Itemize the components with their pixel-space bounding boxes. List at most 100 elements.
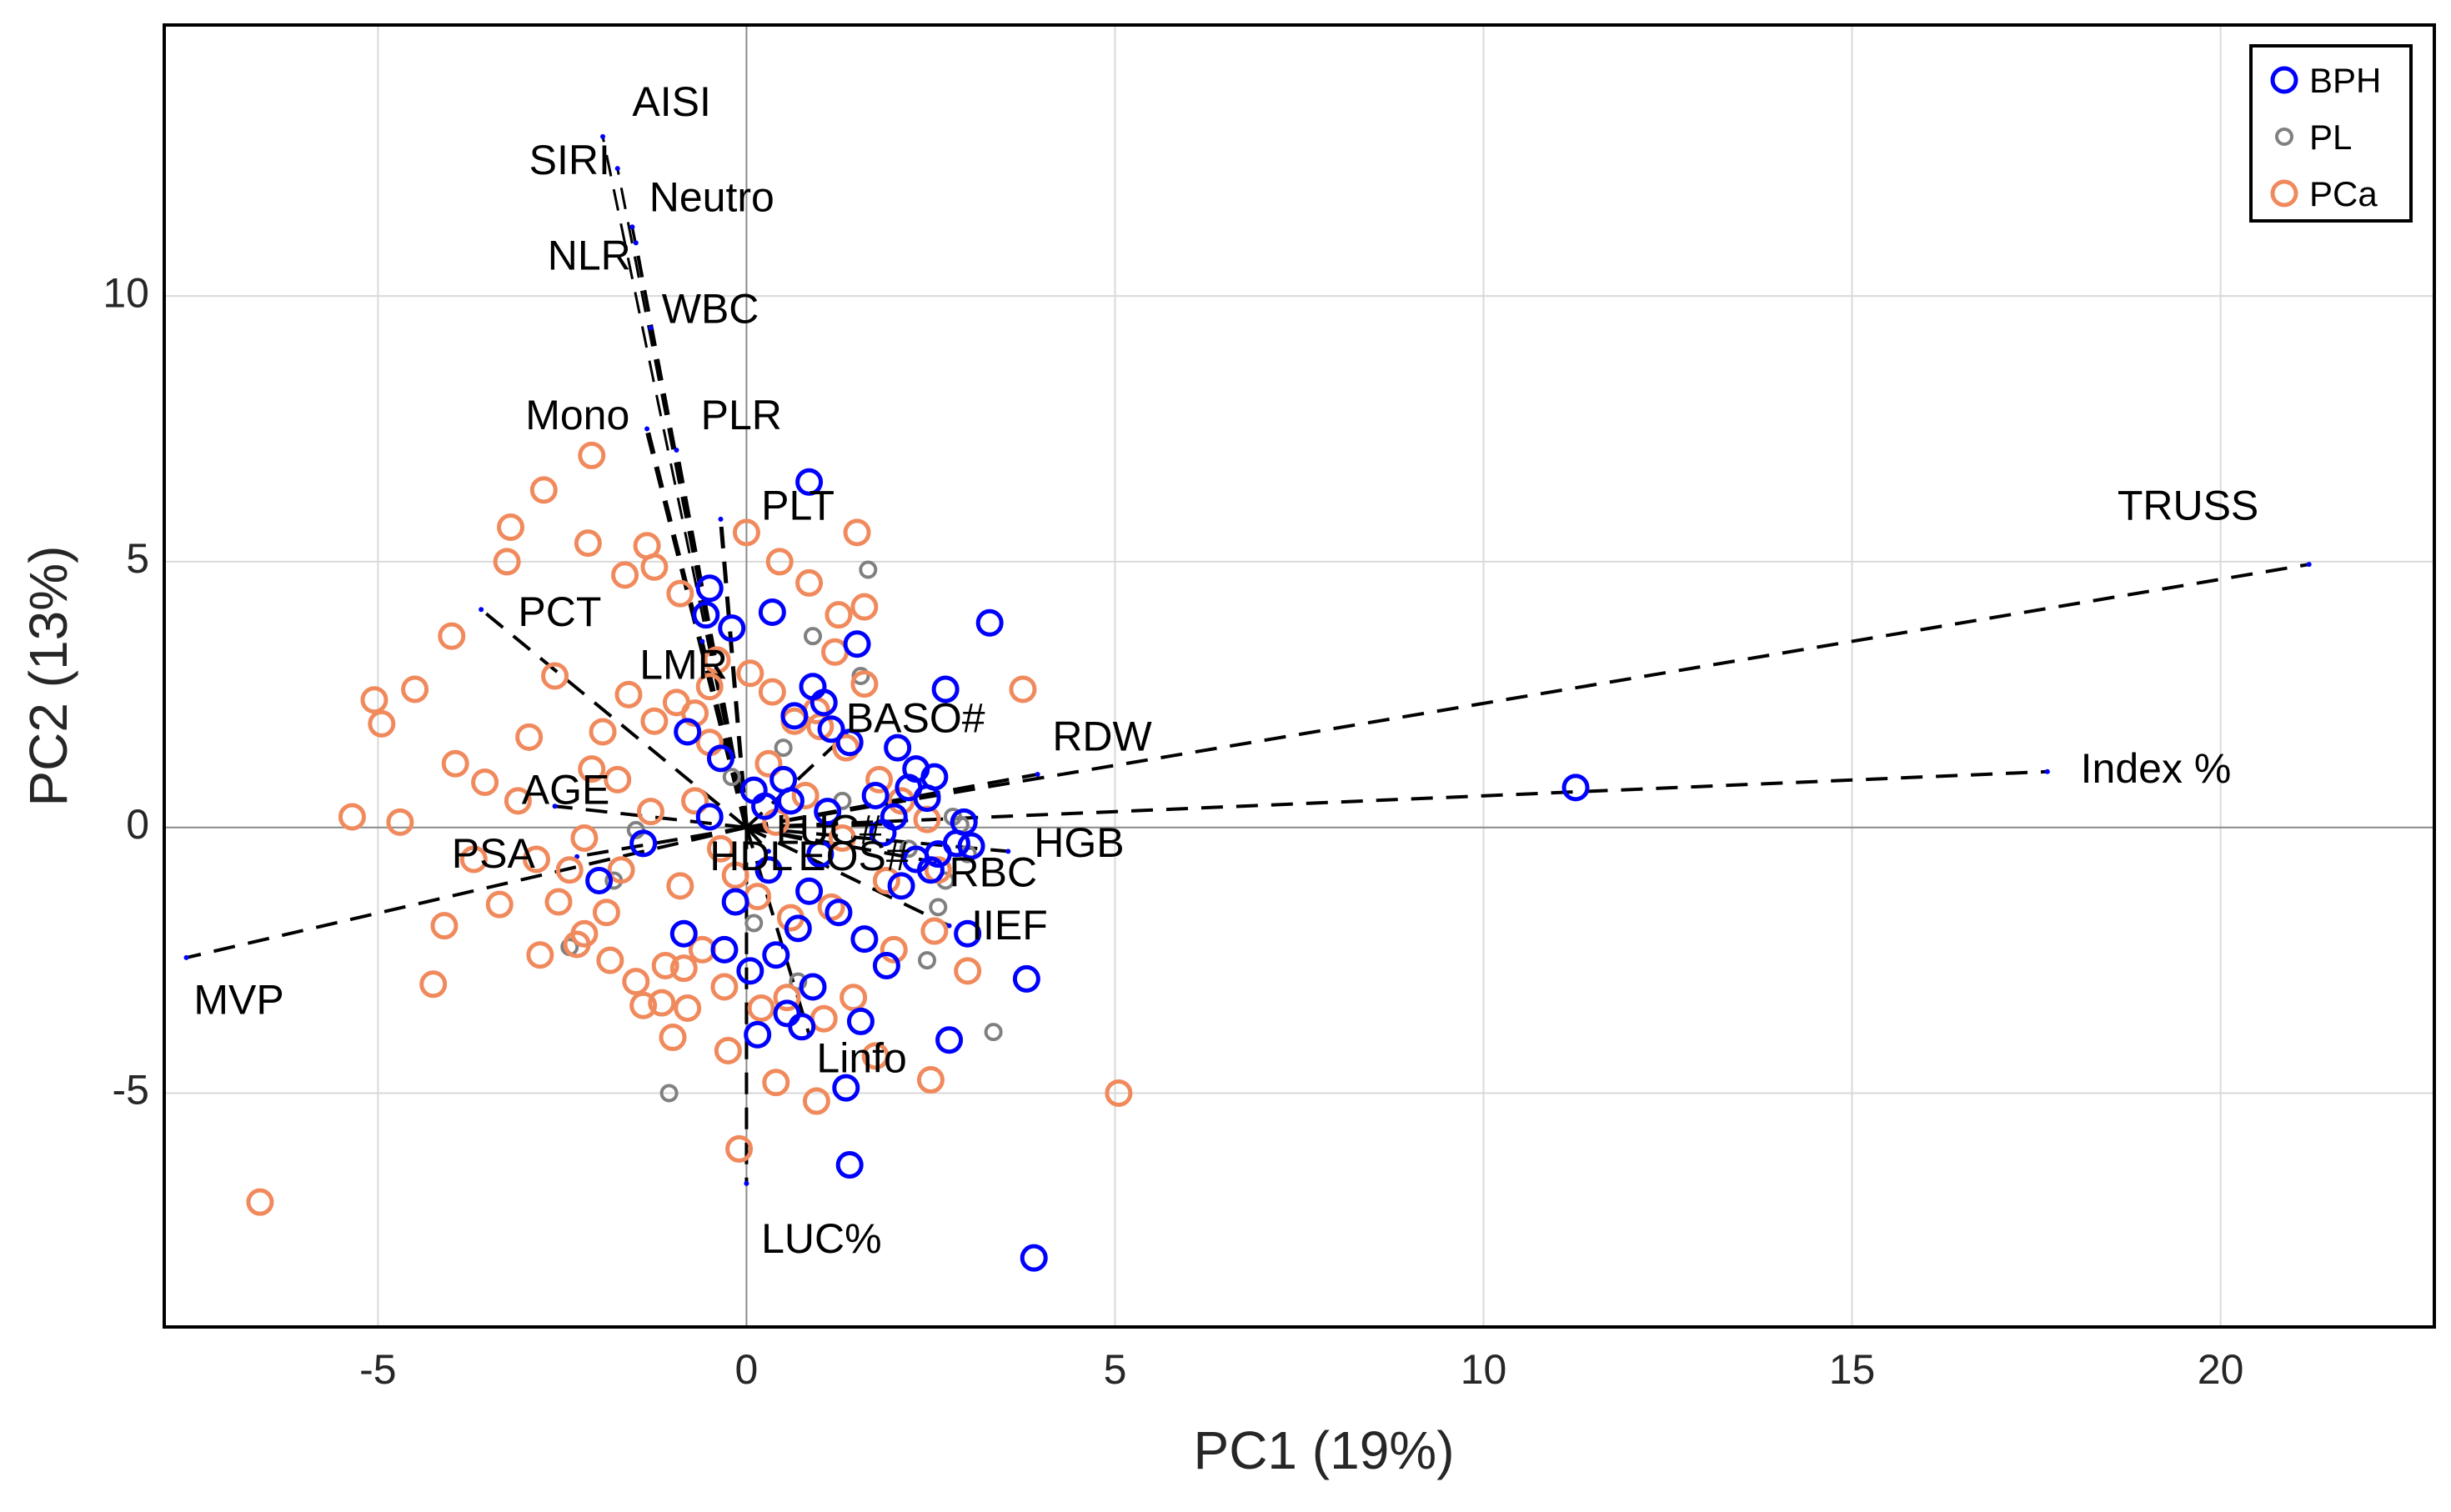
point-pl [744, 914, 764, 933]
point-bph [835, 728, 864, 757]
point-pca [758, 678, 786, 706]
loading-vector-mono [644, 428, 749, 829]
point-bph [769, 765, 798, 794]
point-pca [843, 518, 871, 547]
legend-label-bph: BPH [2309, 61, 2381, 100]
loading-label-siri: SIRI [529, 137, 610, 183]
point-bph [692, 601, 720, 629]
loading-endpoint-lmr [699, 638, 705, 644]
legend-label-pca: PCa [2309, 174, 2378, 213]
loading-vector-truss [746, 563, 2310, 829]
loading-label-age: AGE [522, 766, 610, 813]
point-pca [611, 561, 639, 589]
point-pca [791, 781, 820, 809]
point-pca [574, 529, 602, 558]
x-axis-title: PC1 (19%) [1194, 1420, 1455, 1480]
point-pca [522, 845, 550, 874]
loading-vector-hdl [744, 826, 770, 853]
point-pca [493, 548, 521, 576]
loading-endpoint-luc [744, 1180, 749, 1186]
point-pca [850, 593, 879, 621]
point-pca [916, 1066, 945, 1094]
point-pca [802, 1087, 830, 1115]
point-pca [825, 601, 853, 629]
point-bph [744, 1020, 772, 1049]
point-pca [640, 553, 669, 581]
point-bph [916, 856, 945, 884]
loading-endpoint-plr [674, 448, 679, 453]
loading-label-truss: TRUSS [2118, 482, 2258, 528]
loading-endpoint-hgb [1005, 849, 1011, 854]
loading-endpoint-nlr [633, 240, 639, 246]
point-bph [721, 888, 749, 916]
point-pca [725, 1134, 754, 1163]
point-pca [861, 1042, 890, 1070]
point-pca [659, 1024, 687, 1052]
loading-label-wbc: WBC [662, 285, 759, 332]
point-pl [789, 972, 808, 991]
loading-endpoint-aisi [614, 166, 620, 172]
point-pca [887, 787, 915, 815]
point-pca [604, 765, 632, 794]
point-pl [659, 1084, 679, 1103]
point-pl [918, 951, 937, 970]
point-bph [674, 718, 702, 746]
point-bph [758, 598, 786, 626]
loading-label-iief: IIEF [971, 902, 1048, 949]
point-pca [368, 709, 396, 738]
point-pca [471, 769, 499, 797]
point-pca [795, 568, 824, 597]
point-bph [843, 630, 871, 658]
x-tick-label: 10 [1461, 1346, 1507, 1393]
loading-label-index: Index % [2081, 745, 2232, 792]
point-bph [710, 935, 739, 964]
point-bph [809, 688, 838, 717]
point-bph [784, 914, 812, 943]
loading-endpoint-mono [644, 426, 650, 432]
loading-label-plr: PLR [701, 392, 782, 438]
point-pca [589, 718, 617, 746]
point-bph [669, 919, 698, 948]
point-pca [578, 755, 606, 784]
point-pca [880, 935, 908, 964]
loading-endpoint-plt [718, 516, 724, 522]
point-bph [795, 468, 824, 496]
point-pca [920, 917, 949, 945]
point-pca [386, 808, 414, 836]
point-pca [954, 957, 982, 985]
loading-label-linfo: Linfo [816, 1034, 906, 1081]
loading-label-pct: PCT [518, 588, 601, 635]
point-pca [648, 989, 676, 1017]
point-bph [975, 608, 1004, 637]
point-pca [651, 951, 679, 979]
point-pca [614, 680, 643, 708]
point-pca [596, 946, 624, 974]
loading-endpoint-index [2044, 769, 2050, 774]
legend-item-pl: PL [2275, 118, 2352, 157]
loading-endpoint-pct [479, 607, 484, 613]
point-pca [544, 888, 573, 916]
point-pca [765, 548, 794, 576]
point-bph [629, 829, 658, 858]
point-pl [722, 768, 741, 787]
point-pca [850, 670, 879, 698]
y-tick-label: 5 [126, 535, 149, 582]
legend-item-pca: PCa [2270, 174, 2378, 213]
point-bph [695, 803, 724, 831]
point-pca [541, 662, 569, 690]
point-pl [859, 560, 878, 579]
point-pca [695, 673, 724, 701]
loading-label-mono: Mono [525, 392, 629, 438]
plot-frame [163, 23, 2436, 1329]
point-pca [578, 441, 606, 469]
point-bph [780, 702, 809, 730]
x-tick-label: 15 [1829, 1346, 1876, 1393]
point-pca [872, 866, 900, 894]
point-pca [637, 798, 664, 826]
point-pca [828, 824, 856, 852]
loading-endpoint-age [552, 804, 558, 809]
point-pca [681, 787, 709, 815]
legend: BPH PL PCa [2249, 44, 2413, 223]
point-pca [747, 994, 775, 1022]
point-pca [732, 518, 760, 547]
